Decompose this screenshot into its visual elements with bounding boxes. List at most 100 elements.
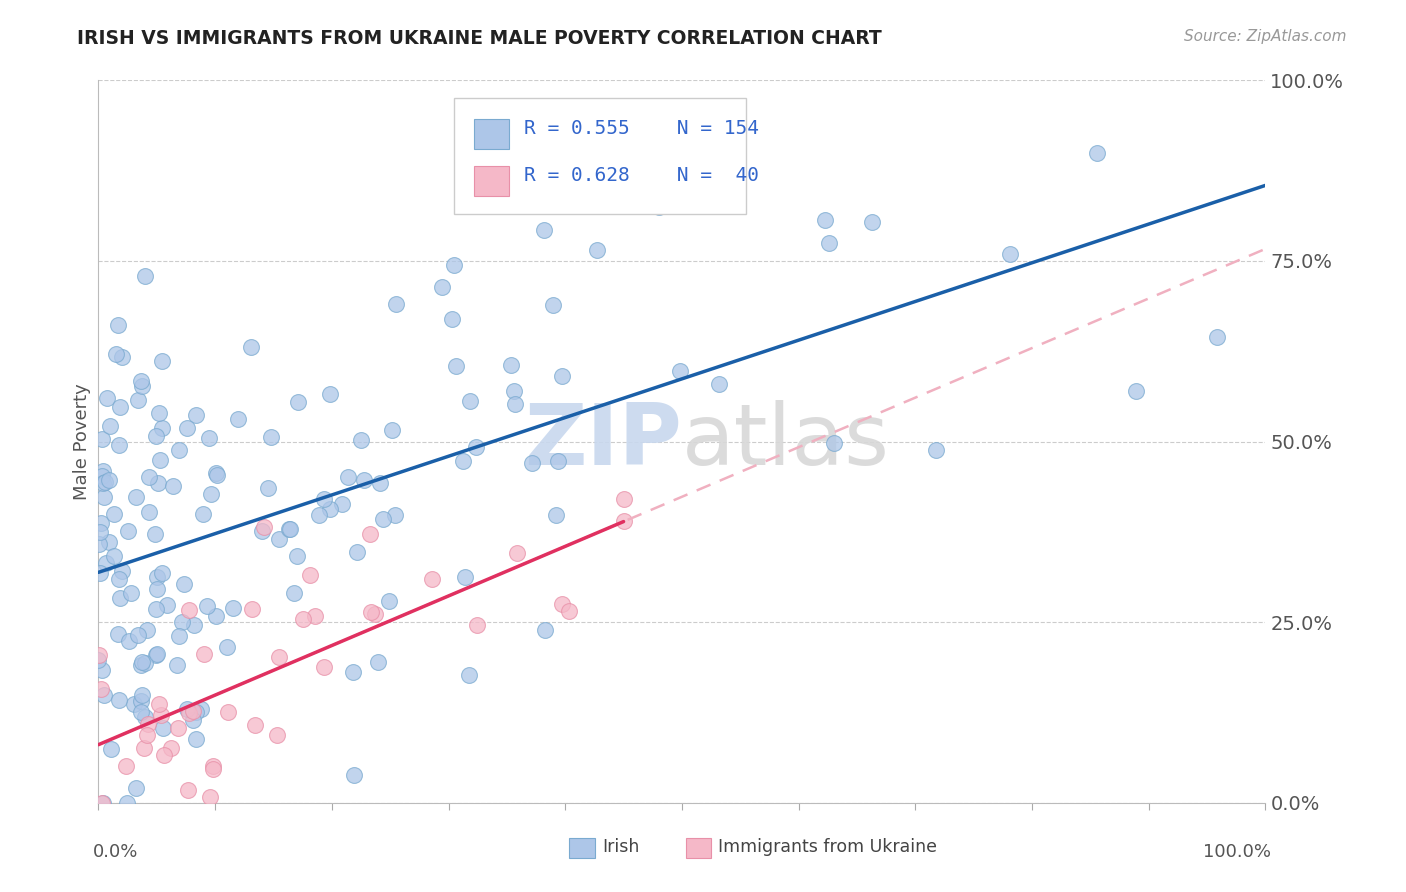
Point (136, 717, 159, 731)
Point (260, 430, 283, 444)
Point (501, 358, 523, 372)
Text: R = 0.555    N = 154: R = 0.555 N = 154 (524, 119, 759, 137)
Point (191, 508, 214, 522)
Point (343, 768, 366, 782)
Point (648, 200, 671, 214)
Point (546, 508, 568, 522)
FancyBboxPatch shape (454, 98, 747, 214)
Point (129, 374, 152, 388)
Point (1000, 247, 1022, 261)
Point (91, 796, 114, 810)
Point (198, 790, 221, 805)
Point (505, 546, 527, 560)
Point (93, 688, 115, 702)
Point (129, 694, 152, 708)
Point (122, 697, 145, 711)
Point (215, 640, 238, 654)
Point (534, 623, 557, 637)
Point (90, 682, 112, 697)
Point (385, 296, 408, 310)
Point (177, 783, 200, 797)
Point (364, 607, 387, 621)
Y-axis label: Male Poverty: Male Poverty (73, 384, 91, 500)
Text: atlas: atlas (682, 400, 890, 483)
Point (197, 431, 219, 445)
Point (117, 524, 139, 539)
Point (457, 668, 479, 682)
Point (312, 491, 335, 506)
Point (146, 569, 169, 583)
Point (550, 369, 572, 384)
Point (167, 629, 190, 643)
Point (146, 475, 169, 490)
Point (522, 456, 544, 470)
Point (131, 689, 153, 703)
Point (120, 585, 142, 599)
Point (287, 395, 309, 409)
Point (451, 454, 474, 468)
Point (138, 505, 160, 519)
Point (443, 259, 465, 273)
Point (432, 280, 454, 294)
Point (384, 508, 406, 522)
Point (186, 731, 208, 746)
Point (1085, 145, 1108, 160)
Point (138, 470, 160, 484)
Point (381, 424, 404, 438)
Text: Immigrants from Ukraine: Immigrants from Ukraine (718, 838, 938, 856)
Point (465, 440, 488, 454)
Point (145, 648, 167, 662)
Point (115, 758, 138, 772)
Point (205, 467, 228, 482)
Point (353, 473, 375, 487)
Point (222, 601, 245, 615)
Text: IRISH VS IMMIGRANTS FROM UKRAINE MALE POVERTY CORRELATION CHART: IRISH VS IMMIGRANTS FROM UKRAINE MALE PO… (77, 29, 882, 47)
Point (183, 618, 205, 632)
Point (359, 527, 381, 541)
Point (162, 479, 184, 493)
Point (100, 742, 122, 756)
Point (96, 556, 118, 570)
Point (105, 347, 128, 361)
Point (266, 728, 288, 742)
Point (346, 545, 368, 559)
Point (299, 567, 322, 582)
Point (87, 536, 110, 550)
Point (90, 432, 112, 446)
Point (195, 599, 218, 613)
Point (98, 419, 121, 434)
Text: 0.0%: 0.0% (93, 843, 138, 861)
Point (252, 524, 274, 538)
Point (368, 476, 391, 491)
Point (131, 379, 153, 393)
Point (318, 502, 340, 516)
Point (91, 469, 114, 483)
Point (291, 612, 314, 626)
Point (129, 705, 152, 719)
Point (585, 243, 607, 257)
Point (304, 609, 326, 624)
Bar (474, 119, 509, 149)
Text: ZIP: ZIP (524, 400, 682, 483)
Point (118, 634, 141, 648)
Point (93, 490, 115, 504)
Point (181, 704, 204, 718)
Point (170, 615, 193, 629)
Point (547, 453, 569, 467)
Point (541, 298, 564, 312)
Point (97, 473, 120, 487)
Point (184, 705, 207, 719)
Point (96, 392, 118, 406)
Point (127, 628, 149, 642)
Point (134, 741, 156, 756)
Point (167, 442, 190, 457)
Text: R = 0.628    N =  40: R = 0.628 N = 40 (524, 166, 759, 185)
Point (217, 706, 239, 720)
Point (150, 566, 173, 581)
Point (91, 475, 114, 490)
Point (136, 728, 159, 742)
Point (337, 470, 360, 484)
Point (503, 384, 526, 399)
Point (243, 718, 266, 732)
Point (201, 759, 224, 773)
